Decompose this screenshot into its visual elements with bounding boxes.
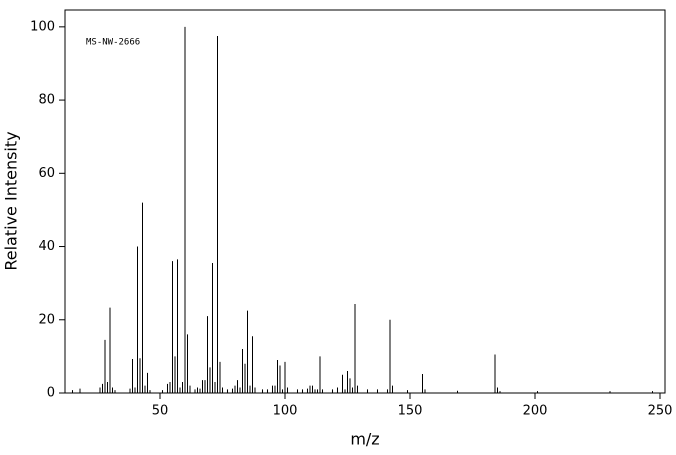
y-tick-label: 100 (30, 19, 55, 34)
y-tick-label: 40 (38, 239, 55, 254)
annotation: MS-NW-2666 (86, 38, 140, 48)
x-tick-label: 100 (273, 404, 298, 419)
y-tick-label: 80 (38, 93, 55, 108)
x-tick-label: 200 (523, 404, 548, 419)
x-axis-title: m/z (350, 430, 379, 449)
x-tick-label: 150 (398, 404, 423, 419)
y-tick-label: 0 (47, 386, 55, 401)
x-tick-label: 250 (648, 404, 673, 419)
y-axis-title: Relative Intensity (2, 131, 21, 270)
y-tick-label: 20 (38, 312, 55, 327)
x-tick-label: 50 (152, 404, 169, 419)
plot-frame (64, 9, 666, 394)
y-tick-label: 60 (38, 166, 55, 181)
